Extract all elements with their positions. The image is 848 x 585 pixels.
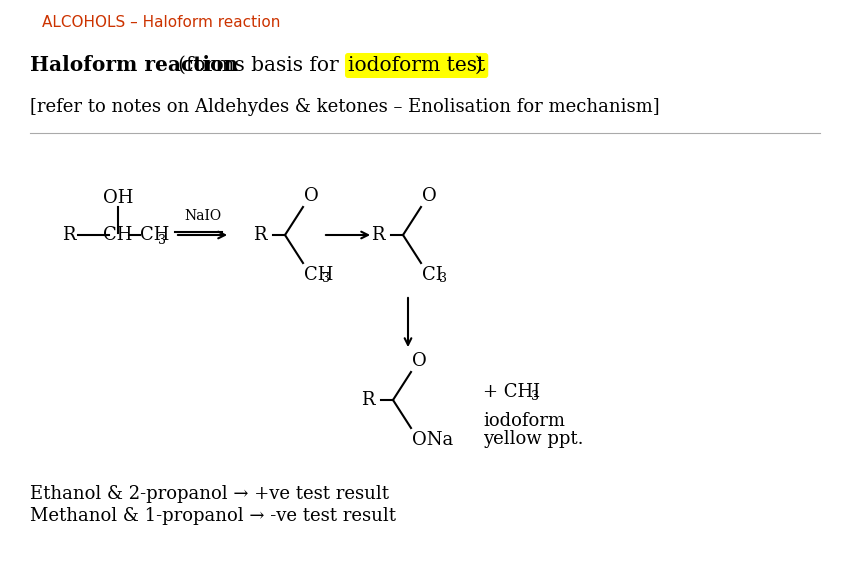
Text: Ethanol & 2-propanol → +ve test result: Ethanol & 2-propanol → +ve test result (30, 485, 389, 503)
Text: O: O (304, 187, 319, 205)
Text: R: R (361, 391, 375, 409)
Text: CH: CH (103, 226, 132, 244)
Text: iodoform test: iodoform test (348, 56, 485, 75)
Text: CH: CH (140, 226, 170, 244)
Text: R: R (63, 226, 76, 244)
Text: OH: OH (103, 189, 133, 207)
Text: ALCOHOLS – Haloform reaction: ALCOHOLS – Haloform reaction (42, 15, 281, 30)
Text: 3: 3 (322, 272, 330, 285)
Text: [refer to notes on Aldehydes & ketones – Enolisation for mechanism]: [refer to notes on Aldehydes & ketones –… (30, 98, 660, 116)
Text: O: O (422, 187, 437, 205)
Text: 3: 3 (158, 233, 166, 246)
Text: iodoform: iodoform (483, 412, 565, 430)
Text: O: O (412, 352, 427, 370)
Text: ONa: ONa (412, 431, 453, 449)
Text: R: R (254, 226, 267, 244)
Text: 3: 3 (439, 272, 447, 285)
Text: ): ) (475, 56, 483, 75)
Text: 3: 3 (531, 391, 539, 404)
Text: CI: CI (422, 266, 443, 284)
Text: (forms basis for: (forms basis for (178, 56, 345, 75)
Text: R: R (371, 226, 385, 244)
Text: NaIO: NaIO (184, 209, 221, 223)
Text: CH: CH (304, 266, 333, 284)
Text: Methanol & 1-propanol → -ve test result: Methanol & 1-propanol → -ve test result (30, 507, 396, 525)
Text: + CHI: + CHI (483, 383, 540, 401)
Text: yellow ppt.: yellow ppt. (483, 430, 583, 448)
Text: Haloform reaction: Haloform reaction (30, 55, 238, 75)
